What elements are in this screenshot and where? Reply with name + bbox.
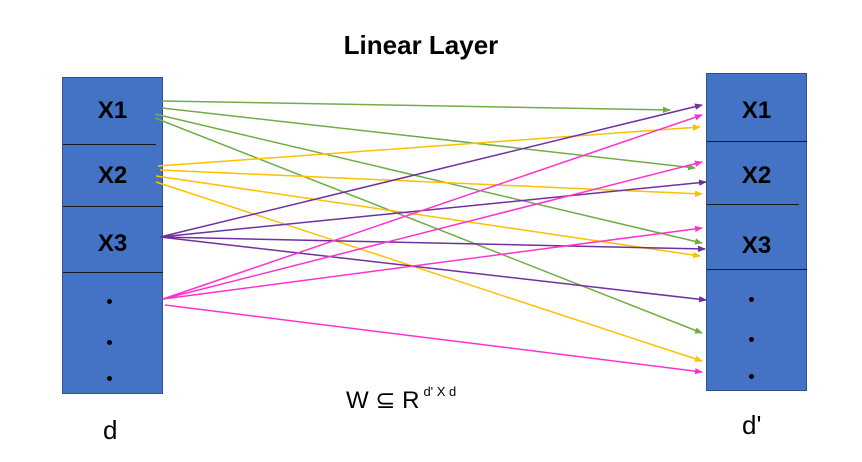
edges-from-ellipsis: [162, 114, 703, 375]
edge-x2-to-x1: [157, 124, 701, 167]
right-ellipsis-dot-2: [749, 337, 754, 342]
edges-from-x3: [159, 103, 707, 303]
edge-x1-to-x2: [161, 107, 696, 171]
edge-dots-to-x1: [162, 114, 703, 300]
right-ellipsis-dot-3: [749, 374, 754, 379]
subset-symbol: ⊆: [375, 387, 396, 414]
edge-dots-to-x3: [162, 225, 703, 300]
left-ellipsis-dot-2: [107, 340, 112, 345]
weight-symbol: W: [346, 387, 369, 414]
real-set-symbol: R: [402, 387, 420, 414]
left-layer-box: X1 X2 X3: [62, 77, 163, 394]
right-node-x1: X1: [741, 97, 772, 124]
diagram-title: Linear Layer: [343, 30, 499, 60]
edge-x3-to-x3: [159, 236, 706, 253]
right-dimension-label: d': [742, 410, 762, 440]
edge-x1-to-x3: [154, 113, 703, 245]
dimension-superscript: d' X d: [423, 384, 457, 399]
edges-from-x1: [154, 100, 703, 334]
edge-x1-to-dots: [154, 117, 703, 334]
left-divider-1: [63, 144, 156, 145]
right-divider-1: [707, 141, 807, 142]
right-node-x3: X3: [741, 232, 772, 259]
right-node-x2: X2: [741, 162, 772, 189]
edge-x2-to-dots: [155, 181, 703, 362]
left-ellipsis-dot-1: [107, 299, 112, 304]
edge-x2-to-x3: [155, 175, 701, 259]
right-layer-box: X1 X2 X3: [706, 73, 807, 391]
left-node-x3: X3: [97, 230, 128, 257]
right-divider-3: [707, 269, 807, 270]
edge-x1-to-x1: [161, 100, 671, 114]
edges-from-x2: [155, 124, 703, 362]
right-ellipsis-dot-1: [749, 297, 754, 302]
edge-x3-to-x1: [159, 103, 703, 238]
edge-x2-to-x2: [159, 169, 703, 197]
left-dimension-label: d: [103, 415, 118, 445]
edge-x3-to-dots: [159, 236, 707, 303]
right-divider-2: [707, 204, 799, 205]
edge-dots-to-dots: [164, 304, 703, 375]
left-node-x2: X2: [97, 162, 128, 189]
left-node-x1: X1: [97, 97, 128, 124]
left-ellipsis-dot-3: [107, 376, 112, 381]
edge-x3-to-x2: [159, 179, 707, 238]
left-divider-2: [63, 206, 163, 207]
left-divider-3: [63, 272, 163, 273]
edge-dots-to-x2: [162, 160, 703, 300]
